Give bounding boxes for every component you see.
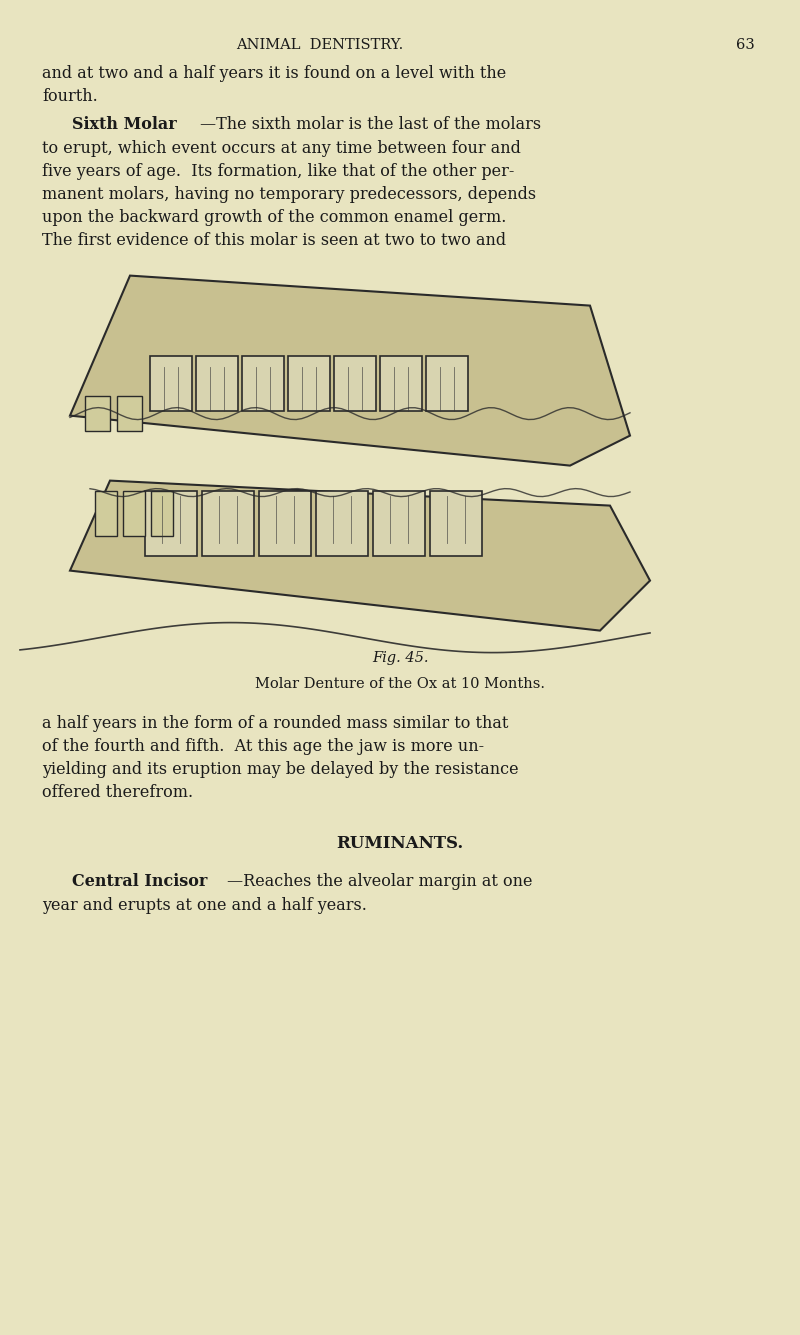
PathPatch shape [70,275,630,466]
Bar [380,355,422,411]
FancyBboxPatch shape [32,260,760,646]
Bar [95,490,117,535]
Bar [288,355,330,411]
Text: 63: 63 [736,37,755,52]
Bar [259,490,311,555]
Bar [242,355,284,411]
Text: manent molars, having no temporary predecessors, depends: manent molars, having no temporary prede… [42,186,536,203]
Bar [430,490,482,555]
Bar [373,490,425,555]
Text: Fig. 45.: Fig. 45. [372,650,428,665]
Bar [202,490,254,555]
Bar [123,490,145,535]
Text: —The sixth molar is the last of the molars: —The sixth molar is the last of the mola… [200,116,541,134]
Text: —Reaches the alveolar margin at one: —Reaches the alveolar margin at one [227,873,533,890]
Text: of the fourth and fifth.  At this age the jaw is more un-: of the fourth and fifth. At this age the… [42,738,484,754]
Text: a half years in the form of a rounded mass similar to that: a half years in the form of a rounded ma… [42,714,508,732]
Bar [426,355,468,411]
Text: and at two and a half years it is found on a level with the: and at two and a half years it is found … [42,65,506,81]
Text: offered therefrom.: offered therefrom. [42,784,193,801]
Text: Sixth Molar: Sixth Molar [72,116,177,134]
PathPatch shape [70,481,650,630]
Bar [117,395,142,431]
Bar [145,490,197,555]
Bar [150,355,192,411]
Text: upon the backward growth of the common enamel germ.: upon the backward growth of the common e… [42,210,506,226]
Text: RUMINANTS.: RUMINANTS. [336,836,464,853]
Text: Molar Denture of the Ox at 10 Months.: Molar Denture of the Ox at 10 Months. [255,677,545,690]
Bar [334,355,376,411]
Text: five years of age.  Its formation, like that of the other per-: five years of age. Its formation, like t… [42,163,514,180]
Text: The first evidence of this molar is seen at two to two and: The first evidence of this molar is seen… [42,232,506,250]
Bar [316,490,368,555]
Text: year and erupts at one and a half years.: year and erupts at one and a half years. [42,897,367,913]
Text: fourth.: fourth. [42,88,98,105]
Bar [196,355,238,411]
Bar [151,490,173,535]
Text: to erupt, which event occurs at any time between four and: to erupt, which event occurs at any time… [42,140,521,156]
Text: ANIMAL  DENTISTRY.: ANIMAL DENTISTRY. [236,37,404,52]
Text: Central Incisor: Central Incisor [72,873,207,890]
Bar [85,395,110,431]
Text: yielding and its eruption may be delayed by the resistance: yielding and its eruption may be delayed… [42,761,518,778]
